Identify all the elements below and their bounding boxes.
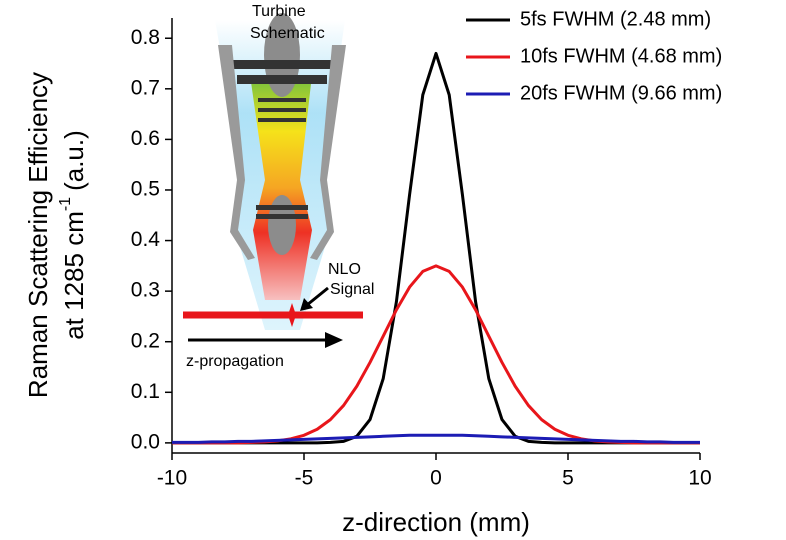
- x-tick-label: 5: [562, 467, 574, 490]
- y-axis-title-line: Raman Scattering Efficiency: [23, 72, 53, 398]
- text: (a.u.): [59, 130, 89, 191]
- y-tick-label: 0.4: [131, 228, 161, 251]
- legend-label: 20fs FWHM (9.66 mm): [520, 82, 722, 104]
- x-tick-label: -10: [157, 467, 187, 490]
- x-tick-label: -5: [295, 467, 314, 490]
- y-axis-title-line: at 1285 cm-1 (a.u.): [57, 130, 89, 340]
- legend-label: 10fs FWHM (4.68 mm): [520, 45, 722, 67]
- x-tick-label: 0: [430, 467, 442, 490]
- series-line: [172, 433, 700, 444]
- y-tick-label: 0.3: [131, 279, 160, 302]
- y-tick-label: 0.5: [131, 178, 160, 201]
- y-tick-label: 0.8: [131, 26, 160, 49]
- annotation: Schematic: [250, 25, 325, 42]
- y-tick-label: 0.2: [131, 329, 160, 352]
- text: at 1285 cm: [59, 211, 89, 340]
- annotation: Signal: [330, 281, 374, 298]
- y-tick-label: 0.0: [131, 430, 160, 453]
- annotation: z-propagation: [186, 353, 284, 370]
- y-tick-label: 0.1: [131, 380, 160, 403]
- annotation: Turbine: [252, 3, 306, 20]
- x-axis-title: z-direction (mm): [342, 507, 530, 537]
- turbine-schematic: [183, 13, 363, 348]
- y-tick-label: 0.7: [131, 76, 160, 99]
- legend-label: 5fs FWHM (2.48 mm): [520, 8, 711, 30]
- annotation: NLO: [328, 261, 361, 278]
- y-tick-label: 0.6: [131, 127, 160, 150]
- x-tick-label: 10: [688, 467, 711, 490]
- y-axis-title: Raman Scattering Efficiency at 1285 cm-1…: [23, 72, 89, 398]
- superscript: -1: [57, 197, 74, 211]
